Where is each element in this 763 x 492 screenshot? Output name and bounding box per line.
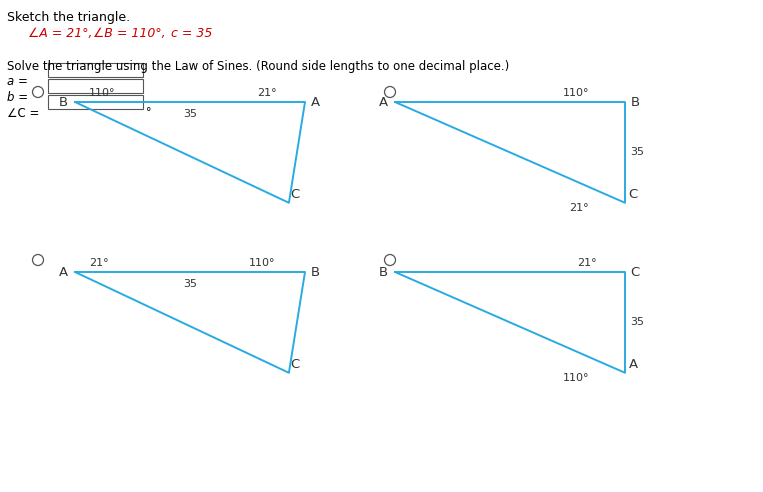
Text: C: C (630, 266, 639, 278)
Text: B: B (59, 95, 68, 109)
Text: Solve the triangle using the Law of Sines. (Round side lengths to one decimal pl: Solve the triangle using the Law of Sine… (7, 60, 509, 73)
Text: 35: 35 (630, 148, 644, 157)
FancyBboxPatch shape (48, 95, 143, 109)
Text: 21°: 21° (257, 88, 277, 98)
Text: 21°: 21° (569, 203, 589, 213)
Text: A: A (59, 266, 68, 278)
Text: b =: b = (7, 91, 28, 104)
Text: 21°: 21° (578, 258, 597, 268)
Text: 35: 35 (183, 279, 197, 289)
Text: 110°: 110° (562, 373, 589, 383)
Text: 110°: 110° (89, 88, 115, 98)
Text: ∠B = 110°,: ∠B = 110°, (93, 27, 166, 40)
Text: ∠A = 21°,: ∠A = 21°, (28, 27, 92, 40)
Text: a =: a = (7, 75, 28, 88)
Text: 35: 35 (183, 109, 197, 119)
Text: C: C (290, 188, 300, 201)
FancyBboxPatch shape (48, 79, 143, 93)
Text: B: B (378, 266, 388, 278)
Text: 110°: 110° (562, 88, 589, 98)
Text: c = 35: c = 35 (171, 27, 212, 40)
Text: 21°: 21° (89, 258, 108, 268)
Text: Sketch the triangle.: Sketch the triangle. (7, 11, 130, 24)
FancyBboxPatch shape (48, 63, 143, 77)
Text: 35: 35 (630, 317, 644, 327)
Text: ∠C =: ∠C = (7, 107, 40, 120)
Text: C: C (629, 188, 638, 201)
Text: C: C (290, 358, 300, 371)
Text: B: B (311, 266, 320, 278)
Text: A: A (311, 95, 320, 109)
Text: °: ° (146, 107, 152, 117)
Text: 110°: 110° (249, 258, 275, 268)
Text: A: A (629, 358, 638, 371)
Text: A: A (378, 95, 388, 109)
Text: B: B (630, 95, 639, 109)
